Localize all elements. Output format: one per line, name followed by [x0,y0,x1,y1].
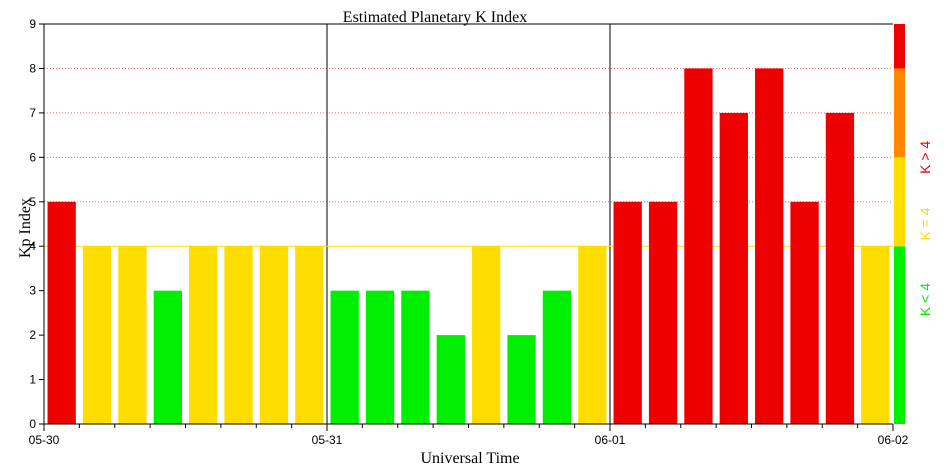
bar [82,246,112,424]
bar [825,112,855,424]
bar [507,335,536,424]
bar [259,246,289,424]
bar [47,201,76,424]
y-tick-label: 8 [29,61,36,75]
y-axis-title: Kp Index [17,198,34,258]
bar [365,290,395,424]
x-tick-label: 05-31 [312,433,343,447]
scale-band-mid [894,157,905,247]
grid-layer [44,24,893,424]
legend-layer: K < 4 K = 4 K > 4 [894,24,933,424]
bar [472,246,501,424]
legend-label: K < 4 [917,283,933,316]
y-tick-label: 7 [29,106,36,120]
bar [401,290,430,424]
legend-label: K = 4 [917,207,933,240]
bar [189,246,218,424]
y-tick-label: 5 [29,195,36,209]
legend-label: K > 4 [917,141,933,174]
bar [861,246,890,424]
bar [224,246,253,424]
bar [118,246,147,424]
bar [542,290,572,424]
y-tick-label: 9 [29,17,36,31]
x-tick-label: 06-02 [878,433,909,447]
axes-layer: 0 1 2 3 4 5 6 7 8 9 05-30 05-31 06-01 06-02 [29,17,909,447]
scale-band-high [894,24,905,69]
bar [436,335,465,424]
bar [613,201,642,424]
bar [684,68,713,424]
y-tick-label: 4 [29,239,36,253]
bar [153,290,182,424]
y-tick-label: 3 [29,284,36,298]
bar [790,201,819,424]
bars-layer [47,68,890,424]
bar [648,201,678,424]
scale-band-storm [894,68,905,158]
y-tick-label: 1 [29,373,36,387]
bar [295,246,324,424]
scale-band-low [894,246,905,424]
bar [755,68,784,424]
bar [330,290,359,424]
bar [719,112,748,424]
bar [578,246,607,424]
y-tick-label: 6 [29,150,36,164]
y-tick-label: 0 [29,417,36,431]
x-tick-label: 05-30 [29,433,60,447]
chart-title: Estimated Planetary K Index [343,9,527,26]
x-axis-title: Universal Time [420,450,519,467]
y-tick-label: 2 [29,328,36,342]
x-tick-label: 06-01 [595,433,626,447]
